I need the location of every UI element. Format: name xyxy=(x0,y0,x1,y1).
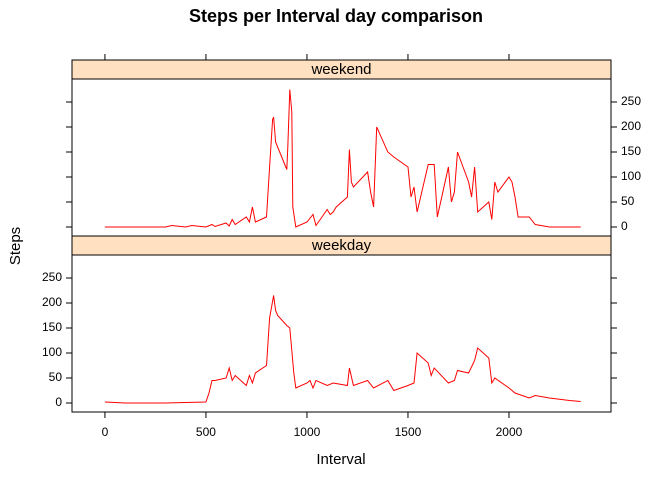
y-tick-label: 200 xyxy=(42,295,62,309)
y-tick-label: 50 xyxy=(49,370,63,384)
y-axis-label: Steps xyxy=(7,227,24,265)
x-tick-label: 1000 xyxy=(294,425,321,439)
y-tick-label: 250 xyxy=(42,270,62,284)
x-tick-label: 0 xyxy=(102,425,109,439)
y-tick-label: 50 xyxy=(621,194,635,208)
panel-frame xyxy=(71,78,612,237)
x-axis-label: Interval xyxy=(316,451,365,468)
chart-title: Steps per Interval day comparison xyxy=(189,6,483,26)
x-tick-label: 1500 xyxy=(395,425,422,439)
y-tick-label: 0 xyxy=(621,219,628,233)
y-tick-label: 150 xyxy=(621,144,641,158)
y-tick-label: 100 xyxy=(621,169,641,183)
strip-label: weekday xyxy=(311,237,372,254)
series-line xyxy=(104,89,581,228)
strip-label: weekend xyxy=(310,61,371,78)
y-tick-label: 0 xyxy=(55,395,62,409)
x-tick-label: 500 xyxy=(196,425,216,439)
series-line xyxy=(104,295,581,404)
y-tick-label: 100 xyxy=(42,345,62,359)
y-tick-label: 150 xyxy=(42,320,62,334)
panel-frame xyxy=(71,254,612,413)
y-tick-label: 250 xyxy=(621,94,641,108)
x-tick-label: 2000 xyxy=(496,425,523,439)
y-tick-label: 200 xyxy=(621,119,641,133)
